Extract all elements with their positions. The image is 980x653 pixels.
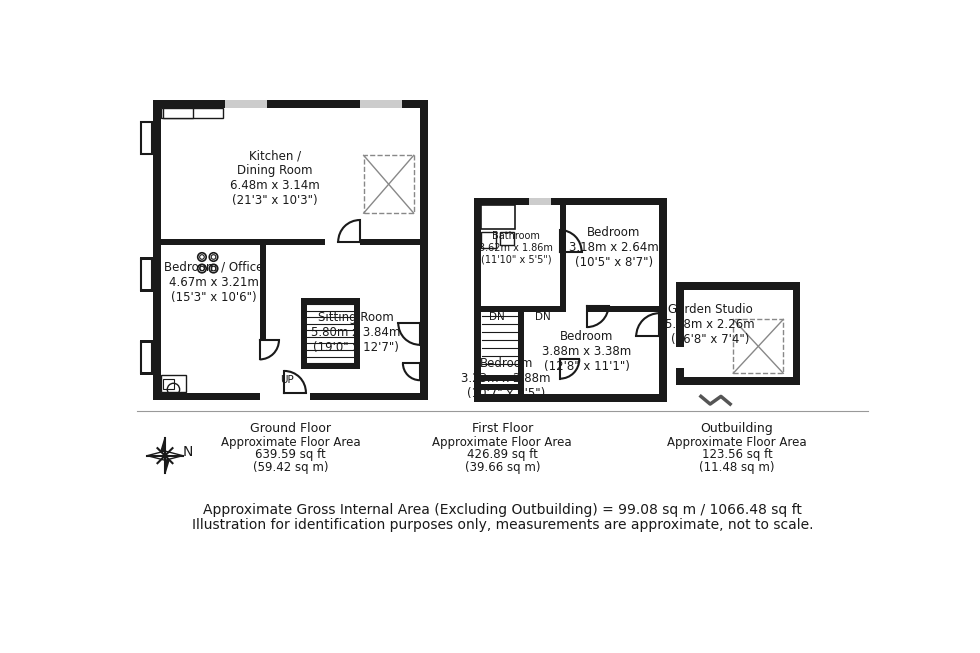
Bar (676, 282, 801, 290)
Text: Approximate Floor Area: Approximate Floor Area (432, 436, 572, 449)
Text: Bedroom
3.88m x 3.38m
(12'8" x 11'1"): Bedroom 3.88m x 3.38m (12'8" x 11'1") (542, 330, 631, 374)
Text: DN: DN (489, 312, 505, 322)
Bar (163, 379, 174, 389)
Text: Garden Studio
5.08m x 2.26m
(16'8" x 7'4"): Garden Studio 5.08m x 2.26m (16'8" x 7'4… (665, 303, 755, 346)
Bar (161, 238, 325, 245)
Bar (310, 392, 427, 400)
Bar (139, 257, 154, 292)
Text: UP: UP (279, 375, 294, 385)
Bar (260, 238, 266, 340)
Text: Bedroom
3.23m x 2.88m
(10'7" x 9'5"): Bedroom 3.23m x 2.88m (10'7" x 9'5") (462, 357, 551, 400)
Bar (473, 198, 481, 402)
Bar (360, 100, 402, 108)
Bar (529, 198, 551, 206)
Bar (154, 100, 427, 108)
Text: Kitchen /
Dining Room
6.48m x 3.14m
(21'3" x 10'3"): Kitchen / Dining Room 6.48m x 3.14m (21'… (230, 150, 320, 208)
Text: 639.59 sq ft: 639.59 sq ft (255, 449, 326, 462)
Bar (143, 260, 150, 289)
Bar (364, 155, 414, 213)
Text: Bedroom / Office
4.67m x 3.21m
(15'3" x 10'6"): Bedroom / Office 4.67m x 3.21m (15'3" x … (164, 261, 264, 304)
Bar (354, 298, 360, 370)
Bar (163, 108, 193, 118)
Text: Approximate Gross Internal Area (Excluding Outbuilding) = 99.08 sq m / 1066.48 s: Approximate Gross Internal Area (Excludi… (203, 503, 802, 517)
Bar (587, 306, 660, 311)
Text: Approximate Floor Area: Approximate Floor Area (667, 436, 807, 449)
Bar (301, 298, 307, 370)
Bar (141, 122, 152, 154)
Bar (301, 363, 360, 370)
Bar (154, 392, 260, 400)
Polygon shape (165, 451, 182, 460)
Bar (676, 377, 801, 385)
Polygon shape (165, 456, 171, 473)
Bar (360, 238, 419, 245)
Bar (139, 340, 154, 375)
Text: 123.56 sq ft: 123.56 sq ft (702, 449, 772, 462)
Polygon shape (147, 451, 165, 460)
Text: (59.42 sq m): (59.42 sq m) (253, 461, 328, 473)
Bar (481, 375, 521, 381)
Text: (39.66 sq m): (39.66 sq m) (465, 461, 540, 473)
Bar (793, 282, 801, 385)
Text: 426.89 sq ft: 426.89 sq ft (466, 449, 538, 462)
Text: Illustration for identification purposes only, measurements are approximate, not: Illustration for identification purposes… (191, 518, 813, 532)
Bar (161, 108, 222, 118)
Bar (143, 343, 150, 372)
Text: Bedroom
3.18m x 2.64m
(10'5" x 8'7"): Bedroom 3.18m x 2.64m (10'5" x 8'7") (569, 226, 659, 269)
Bar (154, 100, 161, 400)
Polygon shape (160, 438, 165, 456)
Bar (676, 347, 684, 368)
Bar (481, 206, 515, 229)
Bar (143, 124, 150, 152)
Text: DN: DN (535, 312, 551, 322)
Bar (481, 384, 517, 390)
Bar (161, 375, 186, 392)
Bar (225, 100, 268, 108)
Bar (419, 100, 427, 400)
Text: Sitting Room
5.80m x 3.84m
(19'0" x 12'7"): Sitting Room 5.80m x 3.84m (19'0" x 12'7… (312, 311, 401, 354)
Bar (473, 394, 667, 402)
Bar (139, 121, 154, 155)
Bar (301, 298, 360, 304)
Bar (733, 319, 783, 374)
Text: First Floor: First Floor (471, 422, 533, 435)
Text: Ground Floor: Ground Floor (250, 422, 331, 435)
Bar (141, 342, 152, 374)
Text: Approximate Floor Area: Approximate Floor Area (220, 436, 361, 449)
Bar (676, 282, 684, 385)
Bar (517, 306, 523, 402)
Bar (560, 198, 566, 311)
Text: (11.48 sq m): (11.48 sq m) (700, 461, 775, 473)
Bar (141, 259, 152, 290)
Bar (481, 232, 496, 247)
Bar (660, 198, 667, 402)
Bar (481, 306, 560, 311)
Text: Bathroom
3.62m x 1.86m
(11'10" x 5'5"): Bathroom 3.62m x 1.86m (11'10" x 5'5") (479, 231, 553, 264)
Text: N: N (183, 445, 193, 459)
Bar (473, 198, 667, 206)
Text: Outbuilding: Outbuilding (701, 422, 773, 435)
Bar (500, 232, 514, 245)
